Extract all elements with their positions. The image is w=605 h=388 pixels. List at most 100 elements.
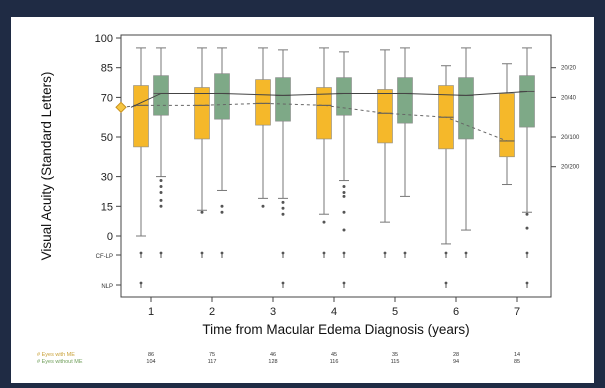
- box-group: [377, 49, 393, 258]
- y-tick-label: 0: [107, 231, 113, 243]
- outlier-point: [525, 212, 529, 216]
- outlier-point: [342, 185, 346, 188]
- chart-card: 100 85 70 50 30 15 0 CF-LP NLP 20/20 20/40 20/100 20…: [11, 17, 594, 383]
- box-group: [133, 47, 149, 288]
- low-vision-point: [159, 251, 163, 255]
- with-me-median-trend: [120, 102, 508, 142]
- table-count: 117: [208, 359, 217, 365]
- x-tick-label: 1: [148, 306, 154, 318]
- outlier-point: [342, 190, 346, 194]
- box-group: [316, 47, 332, 258]
- box: [519, 75, 535, 128]
- y-axis-title: Visual Acuity (Standard Letters): [39, 72, 54, 261]
- table-count: 128: [268, 359, 277, 365]
- low-vision-point: [139, 251, 143, 255]
- box-group: [336, 51, 352, 288]
- table-count: 28: [453, 352, 459, 358]
- outlier-point: [159, 179, 163, 183]
- low-vision-point: [383, 251, 387, 255]
- x-tick-label: 7: [514, 306, 520, 318]
- table-count: 85: [514, 359, 520, 365]
- box-group: [519, 47, 535, 288]
- box: [499, 93, 515, 158]
- y-tick-label: 30: [101, 172, 113, 184]
- low-vision-point: [281, 281, 285, 285]
- box-group: [194, 47, 210, 258]
- low-vision-point: [525, 281, 529, 285]
- outlier-point: [220, 210, 224, 214]
- box: [255, 79, 271, 126]
- y-tick-label: 70: [101, 92, 113, 104]
- y-right-tick-label: 20/40: [561, 95, 577, 101]
- y-right-tick-label: 20/20: [561, 66, 577, 72]
- table-row-label: # Eyes without ME: [37, 359, 83, 365]
- y-right-tick-label: 20/200: [561, 165, 580, 171]
- x-tick-label: 5: [392, 306, 398, 318]
- y-tick-label: 100: [95, 33, 113, 45]
- x-tick-label: 4: [331, 306, 337, 318]
- x-tick-label: 2: [209, 306, 215, 318]
- low-vision-point: [281, 251, 285, 255]
- table-count: 94: [453, 359, 459, 365]
- y-extra-tick-label: NLP: [101, 284, 113, 290]
- outlier-point: [342, 228, 346, 232]
- box: [458, 77, 474, 140]
- box: [133, 85, 149, 148]
- box: [397, 77, 413, 124]
- box-group: [397, 47, 413, 258]
- table-count: 46: [270, 352, 276, 358]
- outlier-point: [342, 194, 346, 198]
- y-tick-label: 50: [101, 132, 113, 144]
- outlier-point: [159, 198, 163, 202]
- outlier-point: [159, 185, 163, 188]
- table-count: 45: [331, 352, 337, 358]
- box: [275, 77, 291, 122]
- y-tick-label: 15: [101, 201, 113, 213]
- box-plot: 10085705030150CF-LPNLP20/2020/4020/10020…: [37, 33, 580, 365]
- y-extra-tick-label: CF-LP: [96, 254, 113, 260]
- outlier-point: [281, 212, 285, 216]
- box: [336, 77, 352, 116]
- box-group: [499, 63, 515, 186]
- x-tick-label: 3: [270, 306, 276, 318]
- box-group: [255, 47, 271, 208]
- table-count: 75: [209, 352, 215, 358]
- table-count: 116: [330, 359, 339, 365]
- low-vision-point: [525, 251, 529, 255]
- box: [377, 89, 393, 144]
- box-group: [458, 47, 474, 258]
- without-me-median-trend: [130, 90, 528, 108]
- low-vision-point: [403, 251, 407, 255]
- low-vision-point: [444, 251, 448, 255]
- low-vision-point: [220, 251, 224, 255]
- box-group: [438, 65, 454, 288]
- x-tick-label: 6: [453, 306, 459, 318]
- outlier-point: [281, 206, 285, 210]
- outlier-point: [200, 210, 204, 214]
- table-count: 35: [392, 352, 398, 358]
- table-count: 115: [391, 359, 400, 365]
- x-axis-title: Time from Macular Edema Diagnosis (years…: [202, 322, 469, 337]
- box: [194, 87, 210, 140]
- outlier-point: [220, 204, 224, 208]
- table-count: 14: [514, 352, 520, 358]
- baseline-marker: [115, 101, 127, 114]
- outlier-point: [525, 226, 529, 230]
- table-count: 104: [146, 359, 155, 365]
- low-vision-point: [139, 281, 143, 285]
- y-right-tick-label: 20/100: [561, 135, 580, 141]
- outlier-point: [281, 200, 285, 204]
- plot-frame: [120, 34, 552, 298]
- box: [316, 87, 332, 140]
- box-group: [214, 47, 230, 258]
- low-vision-point: [322, 251, 326, 255]
- box: [214, 73, 230, 120]
- low-vision-point: [444, 281, 448, 285]
- box-group: [275, 49, 291, 288]
- box-group: [153, 47, 169, 258]
- low-vision-point: [342, 251, 346, 255]
- low-vision-point: [342, 281, 346, 285]
- table-row-label: # Eyes with ME: [37, 352, 75, 358]
- outlier-point: [322, 220, 326, 224]
- low-vision-point: [200, 251, 204, 255]
